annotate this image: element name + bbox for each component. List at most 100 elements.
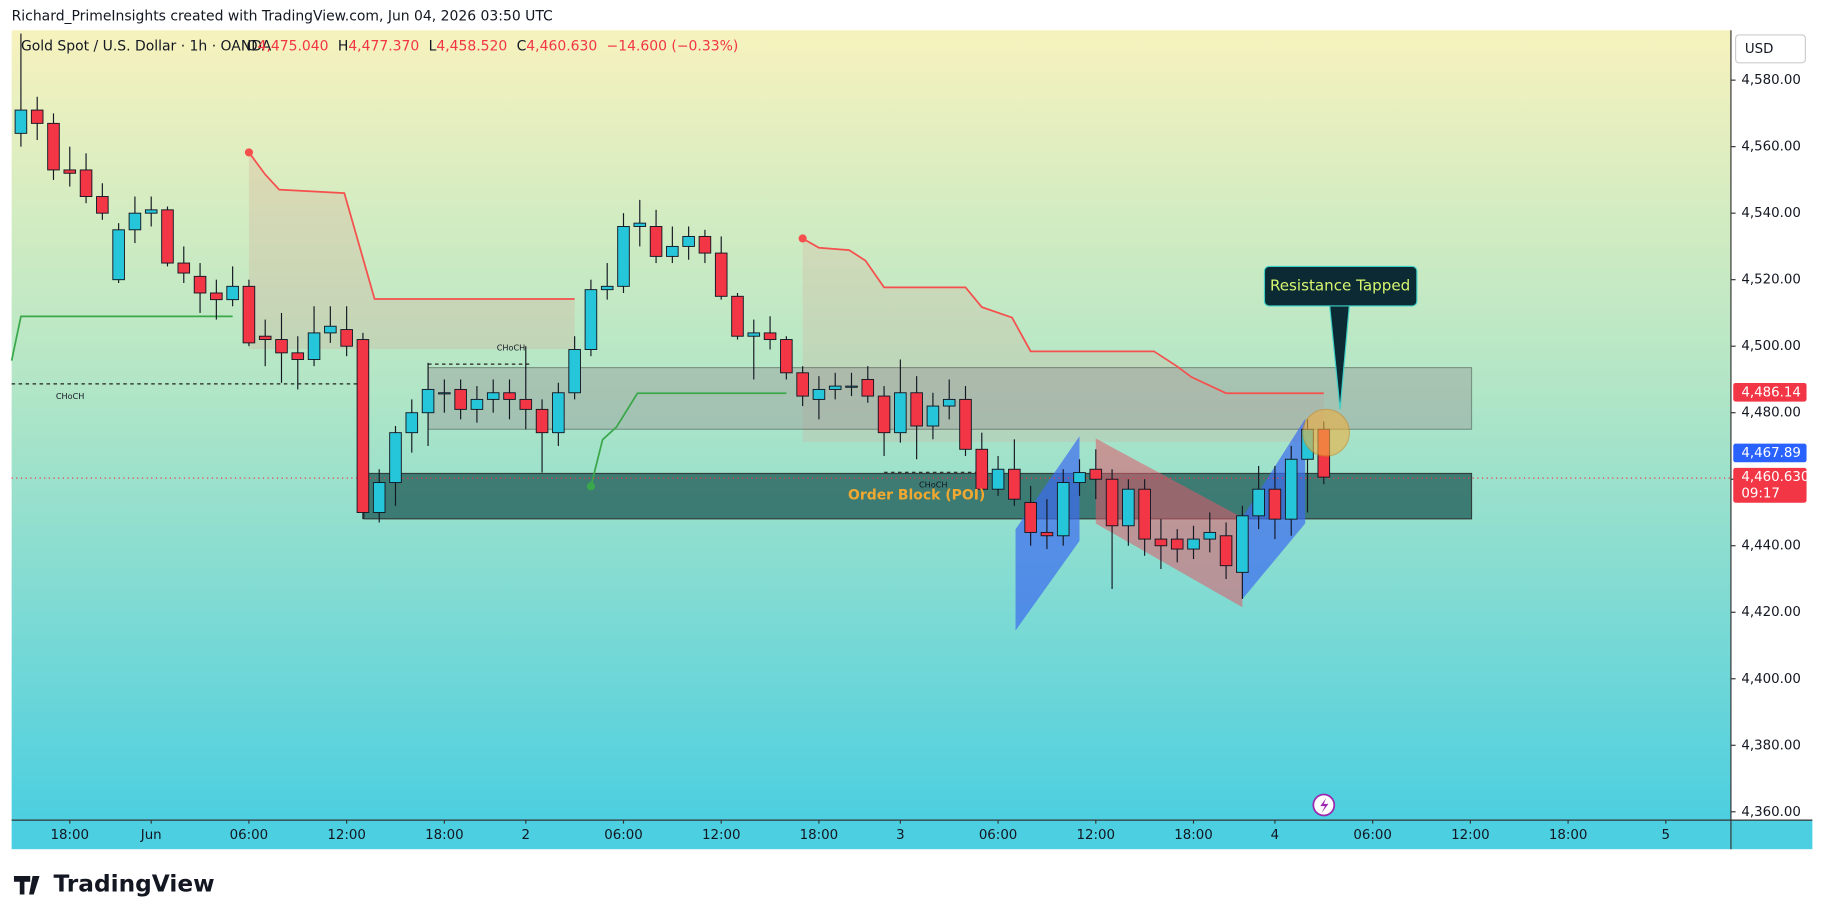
candle-body [405,412,419,434]
candle-body [193,275,207,294]
price-label: 4,486.14 [1741,385,1801,400]
price-label-box [1733,382,1807,402]
candle-body [894,392,907,434]
candle-body [991,468,1005,490]
trend-dot [586,482,596,491]
candle-body [47,122,60,171]
legend-key: O [247,39,258,55]
trend-fill [802,238,1324,443]
candle-body [177,262,191,274]
x-tick-label: 2 [522,828,531,843]
candle-body [389,432,402,484]
x-tick-label: 06:00 [230,828,269,843]
candle-body [682,235,695,247]
x-tick-label: 18:00 [800,828,839,843]
x-tick-label: Jun [140,828,162,843]
candle-body [1138,488,1151,540]
price-label-box [1733,443,1807,463]
candle-body [633,222,647,227]
header: Richard_PrimeInsights created with Tradi… [12,8,553,24]
candle-body [454,388,467,410]
candle-body [926,405,940,427]
candle-body [1056,482,1070,537]
candle-body [226,285,239,301]
candle-body [63,169,77,174]
y-tick-label: 4,440.00 [1741,539,1801,554]
candle-body [242,285,256,344]
candle-body [291,352,305,360]
candle-body [959,398,972,450]
channel [1095,438,1243,608]
trend-fill [248,152,575,349]
candle-body [552,392,565,434]
y-tick-label: 4,400.00 [1741,672,1801,687]
y-tick-label: 4,500.00 [1741,339,1801,354]
brand: TradingView [54,871,215,898]
candle-body [666,245,679,257]
legend-value: 4,477.370 [348,39,419,55]
candle-body [1073,472,1086,484]
candle-body [845,385,858,388]
candle-body [812,388,826,400]
candle-body [796,372,809,397]
candle-body [1008,468,1021,500]
supertrend-up [590,392,787,487]
candle-body [714,252,728,297]
y-tick-label: 4,480.00 [1741,406,1801,421]
resistance-zone [427,367,1473,430]
candle-body [698,235,712,254]
x-tick-label: 12:00 [327,828,366,843]
annotation: CHoCH [497,342,526,352]
price-label: 4,460.630 [1741,470,1809,485]
candle-body [258,335,272,341]
price-label-box [1733,467,1807,503]
candle-body [1154,538,1168,547]
x-tick-label: 18:00 [1549,828,1587,843]
candle-body [372,482,386,513]
candle-body [617,226,630,287]
x-tick-label: 12:00 [1077,828,1116,843]
countdown: 09:17 [1741,486,1779,501]
candle-body [1122,488,1135,527]
price-axis-bg [1730,30,1813,821]
legend-key: L [429,39,437,55]
x-tick-label: 3 [896,828,905,843]
candle-body [438,392,451,395]
candle-body [128,212,142,231]
candle-body [1284,458,1298,520]
candle-body [486,392,500,400]
candle-body [79,169,93,198]
candles [14,33,1331,599]
candle-body [1219,535,1233,567]
candle-body [356,339,370,513]
candle-body [1040,531,1054,537]
annotation: CHoCH [56,391,85,401]
candle-body [780,339,793,374]
x-tick-label: 5 [1662,828,1671,843]
logo-mark [13,875,40,895]
candle-body [470,398,484,410]
candle-body [210,292,223,301]
candle-body [975,448,989,490]
candle-body [600,285,614,291]
y-tick-label: 4,560.00 [1741,140,1801,155]
ohlc-legend: O 4,475.040 H 4,477.370 L 4,458.520 C 4,460.630… [247,39,739,55]
trend-dot [244,148,254,157]
plot-bg [11,30,1731,821]
callout [1263,265,1418,307]
legend-value: 4,475.040 [258,39,329,55]
y-tick-label: 4,520.00 [1741,273,1801,288]
candle-body [1024,502,1037,533]
supertrend-down [248,151,575,300]
candle-body [503,392,516,400]
x-tick-label: 12:00 [1451,828,1490,843]
candle-body [519,398,533,410]
title: Gold Spot / U.S. Dollar · 1h · OANDA [21,39,272,55]
candle-body [1268,488,1282,520]
candle-body [340,329,353,347]
candle-body [30,109,44,124]
event-icon [1320,798,1329,814]
candle-body [731,295,744,337]
y-tick-label: 4,540.00 [1741,206,1801,221]
candle-body [747,332,761,337]
